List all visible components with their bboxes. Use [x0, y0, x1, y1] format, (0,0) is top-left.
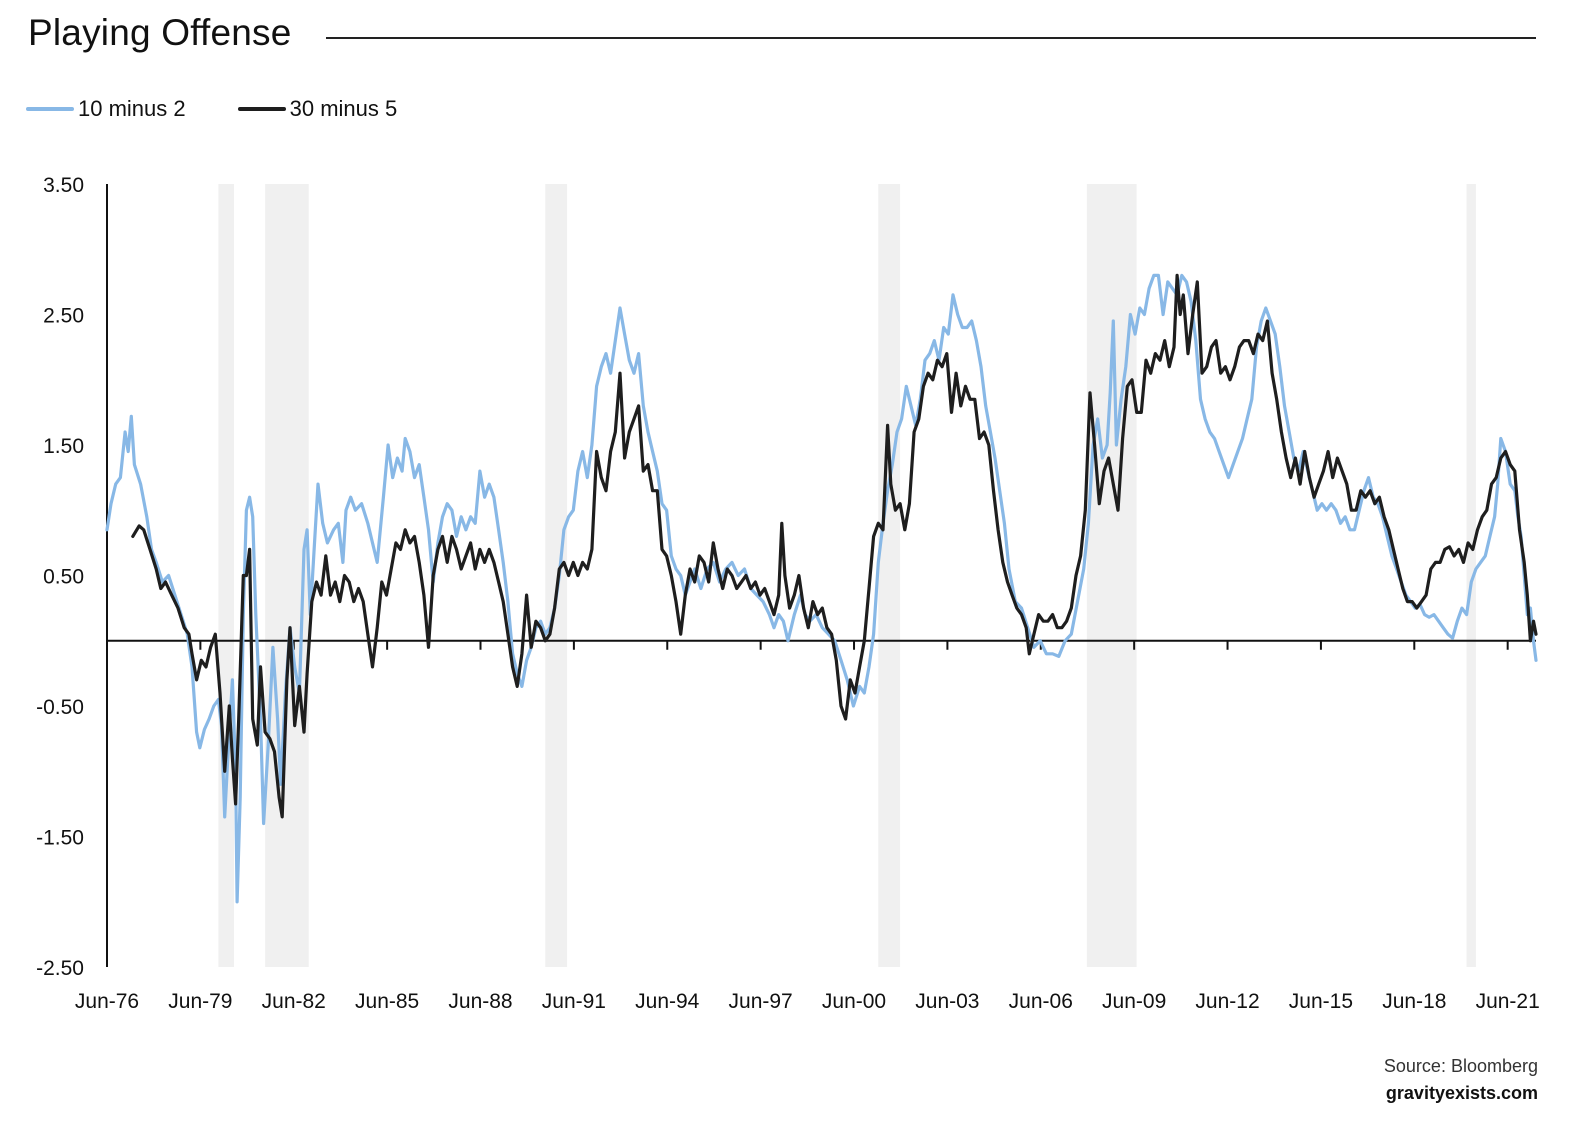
x-tick-label: Jun-00 — [822, 990, 886, 1013]
x-tick-label: Jun-97 — [729, 990, 793, 1013]
recession-band-0 — [218, 184, 234, 967]
x-tick-label: Jun-85 — [355, 990, 419, 1013]
x-tick-label: Jun-82 — [262, 990, 326, 1013]
recession-band-1 — [265, 184, 309, 967]
y-tick-label: 3.50 — [43, 174, 84, 197]
recession-band-5 — [1466, 184, 1476, 967]
x-tick-label: Jun-21 — [1476, 990, 1540, 1013]
y-tick-label: 1.50 — [43, 435, 84, 458]
legend-label-30-minus-5: 30 minus 5 — [289, 96, 398, 121]
recession-band-2 — [545, 184, 568, 967]
y-tick-label: -1.50 — [36, 827, 84, 850]
site-credit: gravityexists.com — [1385, 1083, 1538, 1103]
x-tick-label: Jun-15 — [1289, 990, 1353, 1013]
recession-band-3 — [878, 184, 901, 967]
legend-item-10-minus-2: 10 minus 2 — [26, 96, 186, 122]
legend-item-30-minus-5: 30 minus 5 — [237, 96, 398, 122]
series-line-30-minus-5 — [131, 273, 1538, 819]
source-note: Source: Bloomberg — [1383, 1056, 1538, 1076]
legend-label-10-minus-2: 10 minus 2 — [78, 96, 186, 121]
y-tick-label: 0.50 — [43, 566, 84, 589]
x-tick-label: Jun-03 — [915, 990, 979, 1013]
x-tick-label: Jun-88 — [448, 990, 512, 1013]
x-tick-label: Jun-94 — [635, 990, 700, 1013]
x-tick-label: Jun-79 — [168, 990, 232, 1013]
y-tick-label: -2.50 — [36, 957, 84, 980]
legend-swatch-10-minus-2 — [26, 107, 74, 111]
y-tick-label: -0.50 — [36, 696, 84, 719]
x-tick-label: Jun-06 — [1009, 990, 1073, 1013]
x-tick-label: Jun-09 — [1102, 990, 1166, 1013]
chart-title: Playing Offense — [28, 12, 292, 53]
recession-band-4 — [1086, 184, 1137, 967]
x-tick-label: Jun-91 — [542, 990, 606, 1013]
title-rule — [326, 37, 1536, 39]
x-tick-label: Jun-18 — [1382, 990, 1446, 1013]
x-tick-label: Jun-12 — [1195, 990, 1259, 1013]
series-line-10-minus-2 — [105, 273, 1538, 904]
legend: 10 minus 2 30 minus 5 — [26, 96, 397, 122]
x-tick-label: Jun-76 — [75, 990, 139, 1013]
y-tick-label: 2.50 — [43, 305, 84, 328]
legend-swatch-30-minus-5 — [237, 107, 286, 111]
